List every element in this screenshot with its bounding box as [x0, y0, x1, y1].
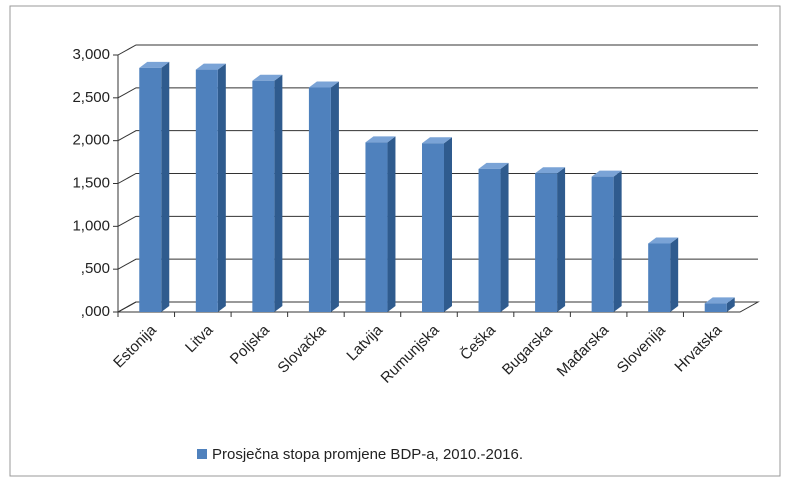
bar: [591, 170, 622, 312]
y-tick-label: 1,000: [72, 217, 110, 234]
bar: [648, 237, 679, 312]
bar-side: [726, 297, 735, 312]
bar-side: [500, 162, 509, 312]
bar-front: [308, 87, 331, 312]
bar-side: [274, 74, 283, 312]
bar-side: [444, 137, 452, 312]
bar: [478, 162, 509, 312]
y-tick-label: 1,500: [72, 174, 110, 191]
bar-side: [330, 81, 339, 312]
y-tick-label: ,500: [81, 260, 110, 277]
bar: [704, 297, 735, 312]
legend-swatch: [197, 449, 207, 459]
bar: [365, 136, 396, 312]
bar: [308, 81, 339, 312]
bar-top: [535, 167, 566, 174]
bar-side: [613, 170, 622, 312]
bar-front: [365, 142, 388, 312]
bar-top: [422, 137, 452, 144]
bar-front: [704, 303, 727, 312]
y-tick-label: 2,000: [72, 132, 110, 149]
grid-line: [117, 87, 758, 99]
bar-front: [478, 168, 501, 312]
bar-front: [252, 80, 275, 312]
bar-top: [591, 170, 622, 177]
bar-top: [308, 81, 339, 88]
bar-top: [365, 136, 396, 143]
bar-top: [704, 297, 735, 304]
bar-top: [478, 162, 509, 169]
bar-side: [670, 237, 679, 312]
bar-front: [139, 67, 162, 312]
bar: [139, 61, 170, 312]
bar-top: [648, 237, 679, 244]
grid-line: [117, 130, 758, 142]
bar-front: [195, 69, 218, 313]
bar-side: [161, 61, 170, 312]
bar-top: [252, 74, 283, 81]
bar-front: [422, 143, 444, 312]
bar-front: [591, 176, 614, 312]
y-tick-label: 3,000: [72, 46, 110, 63]
bar-front: [535, 173, 558, 312]
y-tick-label: 2,500: [72, 89, 110, 106]
bar: [422, 137, 452, 312]
grid-line: [117, 44, 758, 56]
y-tick-label: ,000: [81, 303, 110, 320]
bar-front: [648, 243, 671, 312]
bar: [195, 63, 226, 313]
bar: [535, 167, 566, 312]
bar-top: [139, 61, 170, 68]
bar-side: [217, 63, 226, 313]
bar-side: [387, 136, 396, 312]
legend-label: Prosječna stopa promjene BDP-a, 2010.-20…: [212, 446, 523, 463]
bar-top: [195, 63, 226, 70]
bar: [252, 74, 283, 312]
bar-side: [557, 167, 566, 312]
